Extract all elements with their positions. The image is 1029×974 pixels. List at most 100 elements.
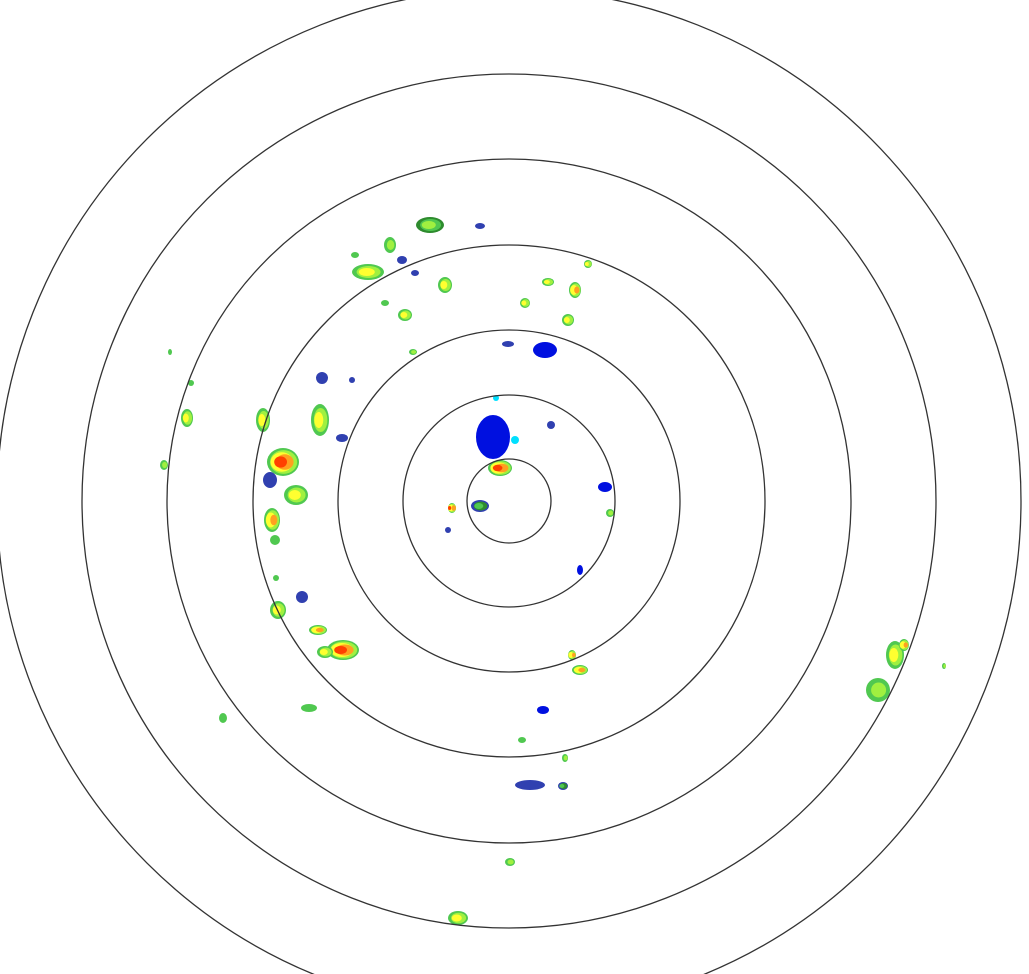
echo-cell xyxy=(264,508,280,532)
echo-cell xyxy=(505,858,515,866)
echo-intensity-layer xyxy=(518,737,526,743)
echo-cell xyxy=(327,640,359,660)
echo-cell xyxy=(256,408,270,432)
echo-cell xyxy=(866,678,890,702)
echo-cell xyxy=(267,448,299,476)
echo-cell xyxy=(572,665,588,675)
echo-intensity-layer xyxy=(903,642,908,648)
echo-intensity-layer xyxy=(182,413,189,423)
echo-intensity-layer xyxy=(351,252,359,258)
echo-cell xyxy=(409,349,417,355)
echo-intensity-layer xyxy=(574,286,580,294)
echo-cell xyxy=(311,404,329,436)
echo-cell xyxy=(502,341,514,347)
echo-cell xyxy=(577,565,583,575)
echo-intensity-layer xyxy=(543,280,550,284)
echo-intensity-layer xyxy=(578,667,586,673)
echo-cell xyxy=(316,372,328,384)
echo-cell xyxy=(568,650,576,660)
echo-cell xyxy=(273,575,279,581)
echo-cell xyxy=(398,309,412,321)
echo-intensity-layer xyxy=(451,914,462,922)
echo-intensity-layer xyxy=(319,649,328,655)
echo-cell xyxy=(219,713,227,723)
echo-intensity-layer xyxy=(440,281,448,289)
echo-cell xyxy=(438,277,452,293)
echo-intensity-layer xyxy=(563,317,570,323)
echo-intensity-layer xyxy=(608,510,614,516)
echo-intensity-layer xyxy=(397,256,407,264)
echo-cell xyxy=(336,434,348,442)
precipitation-echoes xyxy=(160,217,946,925)
echo-intensity-layer xyxy=(451,505,456,511)
echo-cell xyxy=(301,704,317,712)
echo-intensity-layer xyxy=(301,704,317,712)
echo-intensity-layer xyxy=(474,503,484,509)
echo-intensity-layer xyxy=(270,535,280,545)
echo-intensity-layer xyxy=(421,221,436,229)
echo-intensity-layer xyxy=(572,652,576,658)
echo-cell xyxy=(351,252,359,258)
echo-cell xyxy=(188,380,194,386)
echo-cell xyxy=(284,485,308,505)
range-ring-2 xyxy=(402,394,616,608)
echo-cell xyxy=(160,460,168,470)
echo-cell xyxy=(542,278,554,286)
echo-cell xyxy=(942,663,946,669)
echo-intensity-layer xyxy=(511,436,519,444)
echo-cell xyxy=(309,625,327,635)
echo-cell xyxy=(445,527,451,533)
echo-cell xyxy=(476,415,510,459)
echo-intensity-layer xyxy=(270,514,278,526)
echo-intensity-layer xyxy=(871,682,887,698)
echo-cell xyxy=(381,300,389,306)
echo-intensity-layer xyxy=(188,380,194,386)
echo-intensity-layer xyxy=(274,456,287,468)
echo-cell xyxy=(511,436,519,444)
range-ring-4 xyxy=(252,244,766,758)
echo-cell xyxy=(416,217,444,233)
echo-intensity-layer xyxy=(258,414,266,426)
echo-intensity-layer xyxy=(533,342,557,358)
echo-intensity-layer xyxy=(598,482,612,492)
echo-intensity-layer xyxy=(889,648,899,662)
echo-intensity-layer xyxy=(288,490,301,500)
echo-intensity-layer xyxy=(515,780,545,790)
echo-cell xyxy=(547,421,555,429)
echo-cell xyxy=(270,535,280,545)
echo-cell xyxy=(296,591,308,603)
echo-intensity-layer xyxy=(445,527,451,533)
echo-intensity-layer xyxy=(577,565,583,575)
echo-intensity-layer xyxy=(568,651,574,659)
echo-intensity-layer xyxy=(381,300,389,306)
echo-intensity-layer xyxy=(219,713,227,723)
echo-cell xyxy=(475,223,485,229)
echo-cell xyxy=(448,911,468,925)
echo-intensity-layer xyxy=(563,755,568,761)
echo-cell xyxy=(562,754,568,762)
echo-intensity-layer xyxy=(584,262,589,266)
echo-cell xyxy=(518,737,526,743)
echo-intensity-layer xyxy=(315,627,324,633)
range-ring-6 xyxy=(81,73,937,929)
echo-cell xyxy=(886,641,904,669)
echo-intensity-layer xyxy=(162,461,168,469)
echo-intensity-layer xyxy=(537,706,549,714)
echo-cell xyxy=(584,260,592,268)
echo-cell xyxy=(515,780,545,790)
echo-intensity-layer xyxy=(943,664,946,668)
echo-intensity-layer xyxy=(507,859,514,865)
echo-intensity-layer xyxy=(411,270,419,276)
echo-cell xyxy=(598,482,612,492)
echo-intensity-layer xyxy=(411,350,417,354)
echo-cell xyxy=(899,639,909,651)
echo-cell xyxy=(384,237,396,253)
echo-intensity-layer xyxy=(547,421,555,429)
echo-cell xyxy=(397,256,407,264)
echo-intensity-layer xyxy=(168,349,172,355)
echo-cell xyxy=(471,500,489,512)
echo-intensity-layer xyxy=(502,341,514,347)
echo-cell xyxy=(181,409,193,427)
